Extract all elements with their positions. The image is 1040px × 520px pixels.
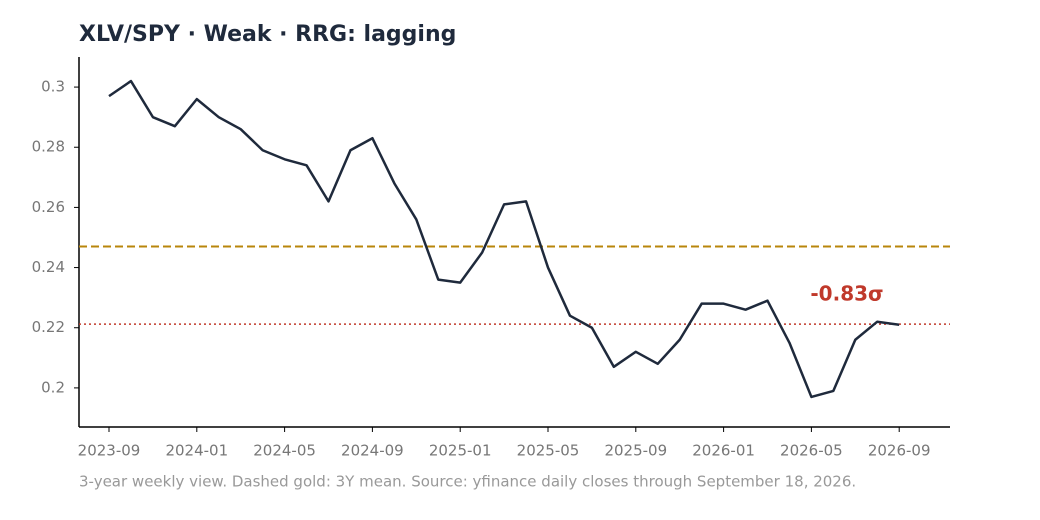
x-tick-label: 2025-09	[604, 442, 667, 460]
x-tick-label: 2023-09	[78, 442, 141, 460]
x-tick-label: 2026-05	[780, 442, 843, 460]
data-line	[108, 79, 900, 399]
x-tick-label: 2025-05	[517, 442, 580, 460]
y-tick-label: 0.22	[32, 318, 65, 336]
annotation: -0.83σ	[810, 282, 883, 306]
x-tick-label: 2026-09	[868, 442, 931, 460]
y-tick-label: 0.3	[41, 78, 65, 96]
y-tick-label: 0.28	[32, 138, 65, 156]
chart-title: XLV/SPY · Weak · RRG: lagging	[79, 22, 456, 47]
x-tick-label: 2024-05	[253, 442, 316, 460]
y-tick-label: 0.26	[32, 198, 65, 216]
x-tick-label: 2024-09	[341, 442, 404, 460]
x-tick-label: 2025-01	[429, 442, 492, 460]
y-tick-label: 0.2	[41, 378, 65, 396]
x-tick-label: 2024-01	[165, 442, 228, 460]
y-tick-label: 0.24	[32, 258, 65, 276]
x-tick-label: 2026-01	[692, 442, 755, 460]
caption: 3-year weekly view. Dashed gold: 3Y mean…	[79, 473, 856, 491]
